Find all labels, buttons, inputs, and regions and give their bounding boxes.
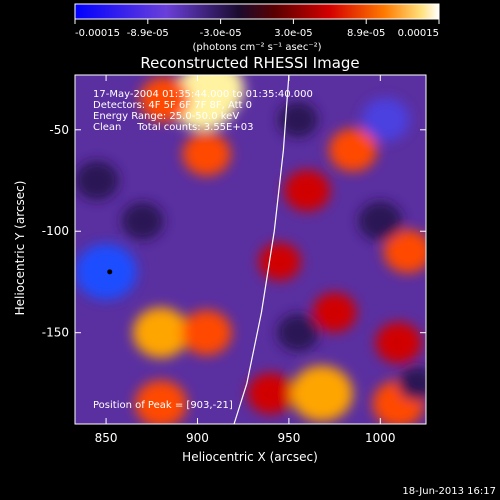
- heatmap-blob: [258, 242, 301, 281]
- colorbar-tick-label: 0.00015: [398, 28, 439, 39]
- chart-title: Reconstructed RHESSI Image: [140, 54, 359, 72]
- heatmap-blob: [75, 160, 119, 201]
- heatmap-blob: [134, 380, 187, 424]
- heatmap-blob: [397, 366, 426, 401]
- x-tick-label: 950: [277, 431, 300, 445]
- x-tick-label: 1000: [365, 431, 396, 445]
- peak-marker: [107, 269, 113, 275]
- heatmap-blob: [181, 310, 232, 356]
- heatmap-blob: [375, 322, 422, 364]
- colorbar-tick-label: 3.0e-05: [274, 28, 312, 39]
- annotation-energy: Energy Range: 25.0-50.0 keV: [93, 111, 239, 122]
- annotation-detectors: Detectors: 4F 5F 6F 7F 8F, Att 0: [93, 100, 252, 111]
- y-tick-label: -150: [42, 326, 69, 340]
- y-axis-label: Heliocentric Y (arcsec): [13, 181, 27, 316]
- x-axis: 850 900 950 1000: [95, 75, 396, 445]
- heatmap-blob: [328, 128, 377, 172]
- y-axis: -50 -100 -150: [42, 123, 426, 340]
- heatmap-area: [75, 75, 426, 424]
- colorbar: [74, 3, 440, 20]
- heatmap-blob: [247, 372, 294, 415]
- heatmap-blob: [180, 75, 245, 118]
- colorbar-ticks: -0.00015 -8.9e-05 -3.0e-05 3.0e-05 8.9e-05 0.…: [74, 19, 440, 39]
- x-tick-label: 900: [186, 431, 209, 445]
- colorbar-tick-label: -0.00015: [75, 28, 120, 39]
- annotation-time-range: 17-May-2004 01:35:44.000 to 01:35:40.000: [93, 89, 313, 100]
- colorbar-label: (photons cm⁻² s⁻¹ asec⁻²): [192, 42, 321, 53]
- heatmap-blob: [358, 201, 403, 241]
- annotation-peak: Position of Peak = [903,-21]: [93, 400, 233, 411]
- x-axis-label: Heliocentric X (arcsec): [182, 450, 318, 464]
- y-tick-label: -50: [49, 123, 69, 137]
- colorbar-tick-label: -8.9e-05: [127, 28, 169, 39]
- y-tick-label: -100: [42, 224, 69, 238]
- solar-limb-curve: [233, 75, 290, 424]
- heatmap-blob: [278, 101, 319, 138]
- heatmap-blob: [284, 169, 331, 212]
- heatmap-blob: [182, 132, 231, 176]
- timestamp: 18-Jun-2013 16:17: [402, 486, 496, 497]
- heatmap-blob: [121, 202, 164, 240]
- heatmap-blob: [75, 243, 138, 300]
- heatmap-blob: [383, 229, 426, 274]
- annotation-clean: Clean Total counts: 3.55E+03: [93, 122, 253, 133]
- x-tick-label: 850: [95, 431, 118, 445]
- heatmap-blob: [132, 307, 189, 358]
- heatmap-blob: [312, 292, 357, 333]
- heatmap-blob: [290, 365, 353, 422]
- plot-frame: [74, 74, 427, 425]
- heatmap-blob: [277, 313, 320, 352]
- colorbar-tick-label: 8.9e-05: [347, 28, 385, 39]
- heatmap-blob: [361, 98, 410, 142]
- heatmap-blob: [139, 76, 190, 122]
- colorbar-tick-label: -3.0e-05: [200, 28, 242, 39]
